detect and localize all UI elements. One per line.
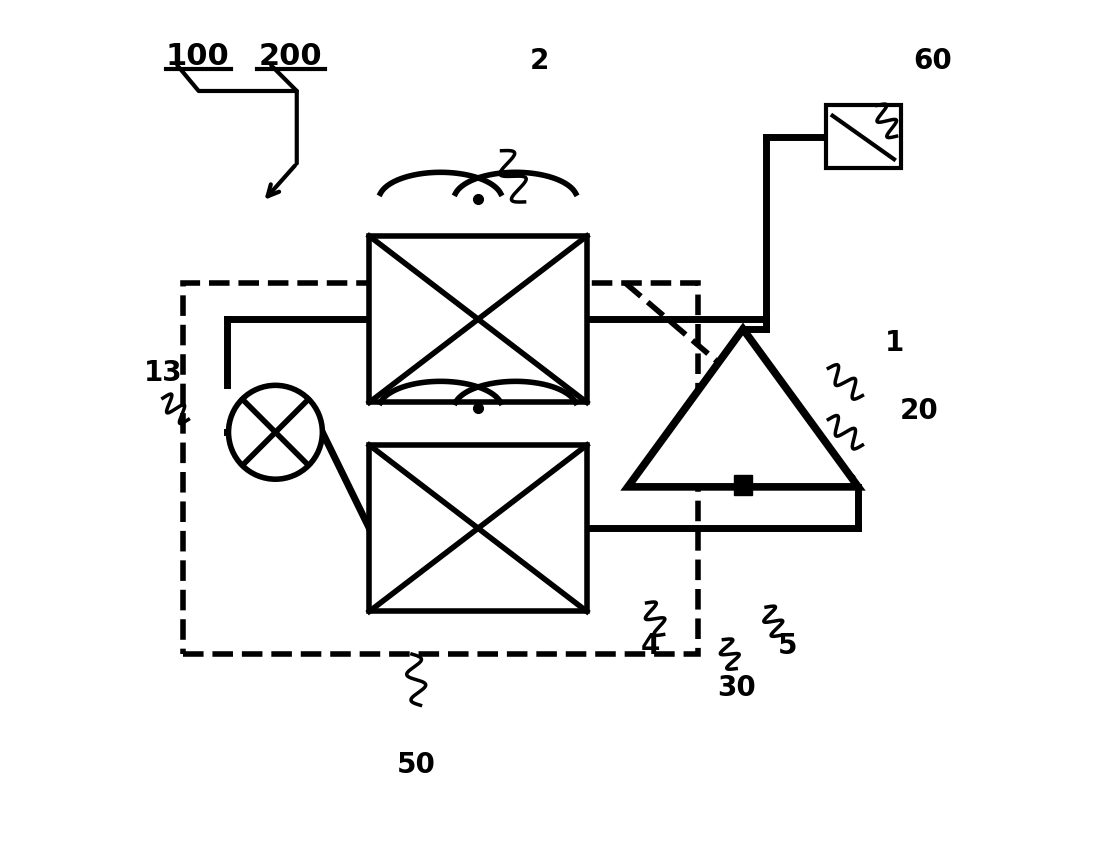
Text: 1: 1 (885, 329, 903, 357)
Text: 4: 4 (642, 632, 661, 660)
Text: 5: 5 (778, 632, 798, 660)
Bar (370, 236, 587, 402)
Polygon shape (628, 329, 858, 487)
Bar (825, 105, 901, 168)
Text: 200: 200 (258, 42, 322, 71)
Bar (734, 475, 752, 496)
Text: 30: 30 (716, 675, 755, 702)
Text: 100: 100 (165, 42, 228, 71)
Text: 20: 20 (900, 397, 939, 425)
Text: 2: 2 (530, 47, 549, 75)
Text: 50: 50 (397, 751, 436, 779)
Text: 60: 60 (913, 47, 951, 75)
Circle shape (228, 385, 322, 479)
Bar (370, 445, 587, 611)
Bar (184, 283, 697, 654)
Text: 13: 13 (144, 359, 182, 387)
